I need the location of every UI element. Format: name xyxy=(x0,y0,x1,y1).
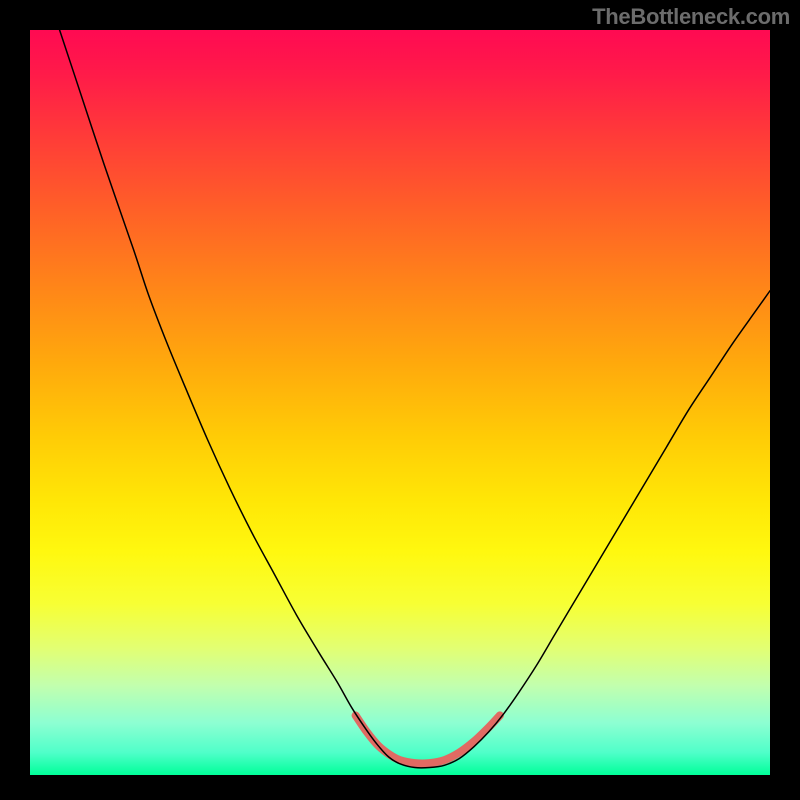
chart-frame: TheBottleneck.com xyxy=(0,0,800,800)
bottleneck-chart xyxy=(30,30,770,775)
chart-background xyxy=(30,30,770,775)
watermark-text: TheBottleneck.com xyxy=(592,4,790,30)
